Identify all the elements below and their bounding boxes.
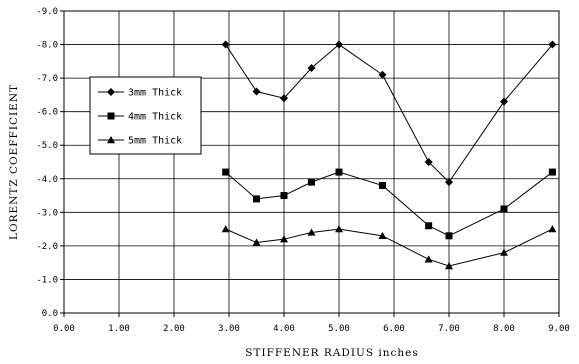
data-point [424,158,433,166]
legend-label: 3mm Thick [128,88,182,99]
series-line [225,228,553,267]
y-tick-label: -5.0 [36,141,58,151]
x-tick-label: 8.00 [493,324,515,334]
data-point [335,40,343,49]
y-tick-label: -7.0 [36,74,58,84]
series-group [221,40,557,187]
data-point [280,235,288,243]
y-tick-label: -1.0 [36,275,58,285]
data-point [500,97,508,106]
data-point [252,87,261,96]
x-tick-label: 3.00 [218,324,240,334]
y-tick-label: -2.0 [36,242,58,252]
series-group [222,168,556,240]
data-point [253,195,260,203]
series-group [221,225,557,270]
data-point [445,262,453,270]
data-point [445,232,453,240]
x-tick-label: 6.00 [383,324,405,334]
data-point [221,225,230,233]
data-point [378,70,387,79]
legend-marker [107,88,115,96]
data-point [307,64,316,73]
data-point [335,168,343,176]
data-point [548,40,557,49]
x-axis-title: STIFFENER RADIUS inches [245,347,418,359]
y-tick-label: -3.0 [36,208,58,218]
data-point [378,181,386,189]
data-point [425,222,433,230]
data-point [548,168,556,176]
x-tick-label: 9.00 [548,324,570,334]
legend-marker [107,112,115,120]
x-tick-label: 2.00 [163,324,185,334]
data-point [280,192,288,200]
y-axis-ticks: 0.0 -1.0 -2.0 -3.0 -4.0 -5.0 -6.0 -7.0 -8.0 -9.0 [36,7,64,319]
data-point [378,231,387,240]
series-line [225,171,553,237]
x-tick-label: 0.00 [53,324,75,334]
legend: 3mm Thick 4mm Thick 5mm Thick [89,76,202,155]
data-point [500,248,508,256]
legend-label: 4mm Thick [128,112,182,123]
series [221,40,557,270]
data-point [335,225,343,233]
x-axis-ticks: 0.00 1.00 2.00 3.00 4.00 5.00 6.00 7.00 8.00 9.00 [53,313,570,334]
series-line [225,43,553,183]
data-point [500,205,508,213]
data-point [548,225,557,233]
y-tick-label: -4.0 [36,175,58,185]
data-point [221,40,230,49]
grid [64,11,559,313]
legend-label: 5mm Thick [128,136,182,147]
x-tick-label: 1.00 [108,324,130,334]
data-point [424,255,433,263]
plot-area [63,10,560,314]
data-point [445,178,453,187]
x-tick-label: 7.00 [438,324,460,334]
x-tick-label: 5.00 [328,324,350,334]
legend-marker [107,136,115,144]
data-point [222,168,230,176]
y-tick-label: 0.0 [42,309,58,319]
data-point [280,94,288,103]
y-tick-label: -6.0 [36,108,58,118]
data-point [252,238,261,246]
y-tick-label: -8.0 [36,41,58,51]
y-axis-title: LORENTZ COEFFICIENT [8,84,20,240]
data-point [307,228,316,236]
x-tick-label: 4.00 [273,324,295,334]
data-point [308,178,315,186]
y-tick-label: -9.0 [36,7,58,17]
